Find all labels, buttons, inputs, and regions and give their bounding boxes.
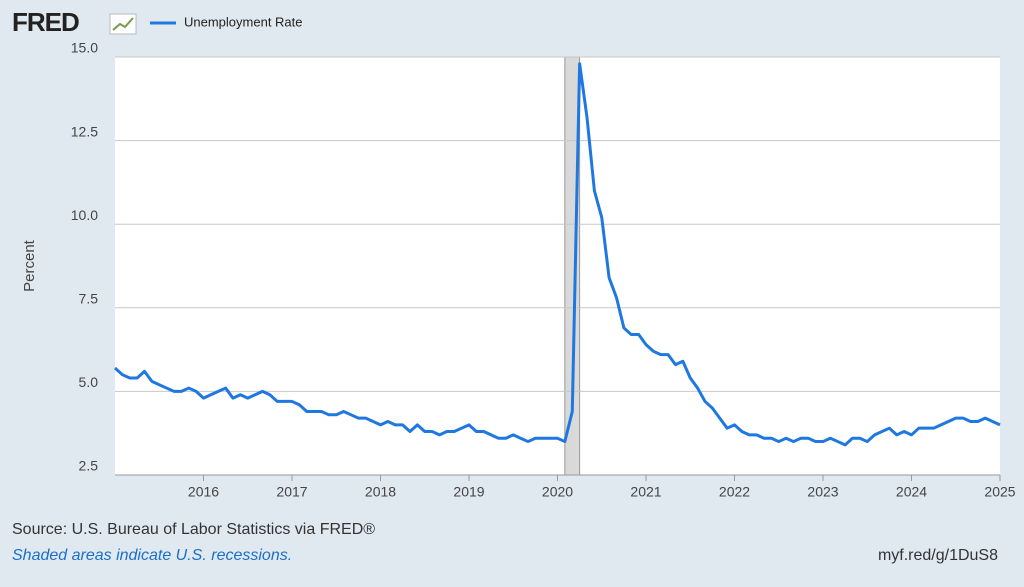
- x-tick-label: 2020: [542, 484, 573, 500]
- source: Source: U.S. Bureau of Labor Statistics …: [12, 521, 375, 538]
- y-tick-label: 12.5: [71, 123, 98, 139]
- x-tick-label: 2025: [984, 484, 1015, 500]
- y-tick-label: 7.5: [79, 291, 99, 307]
- logo: FRED: [12, 7, 79, 37]
- y-tick-label: 15.0: [71, 40, 98, 56]
- x-tick-label: 2019: [453, 484, 484, 500]
- y-axis-label: Percent: [21, 239, 38, 292]
- y-tick-label: 5.0: [79, 374, 99, 390]
- y-tick-label: 10.0: [71, 207, 98, 223]
- x-tick-label: 2023: [807, 484, 838, 500]
- legend-label: Unemployment Rate: [184, 14, 303, 29]
- x-tick-label: 2022: [719, 484, 750, 500]
- x-tick-label: 2024: [896, 484, 927, 500]
- x-tick-label: 2018: [365, 484, 396, 500]
- x-tick-label: 2021: [630, 484, 661, 500]
- logo-icon: [109, 13, 137, 35]
- plot-area: [115, 57, 1000, 475]
- x-tick-label: 2017: [276, 484, 307, 500]
- x-tick-label: 2016: [188, 484, 219, 500]
- y-tick-label: 2.5: [79, 458, 99, 474]
- data-line: [113, 62, 1001, 447]
- url: myf.red/g/1DuS8: [878, 547, 998, 564]
- note: Shaded areas indicate U.S. recessions.: [12, 547, 292, 564]
